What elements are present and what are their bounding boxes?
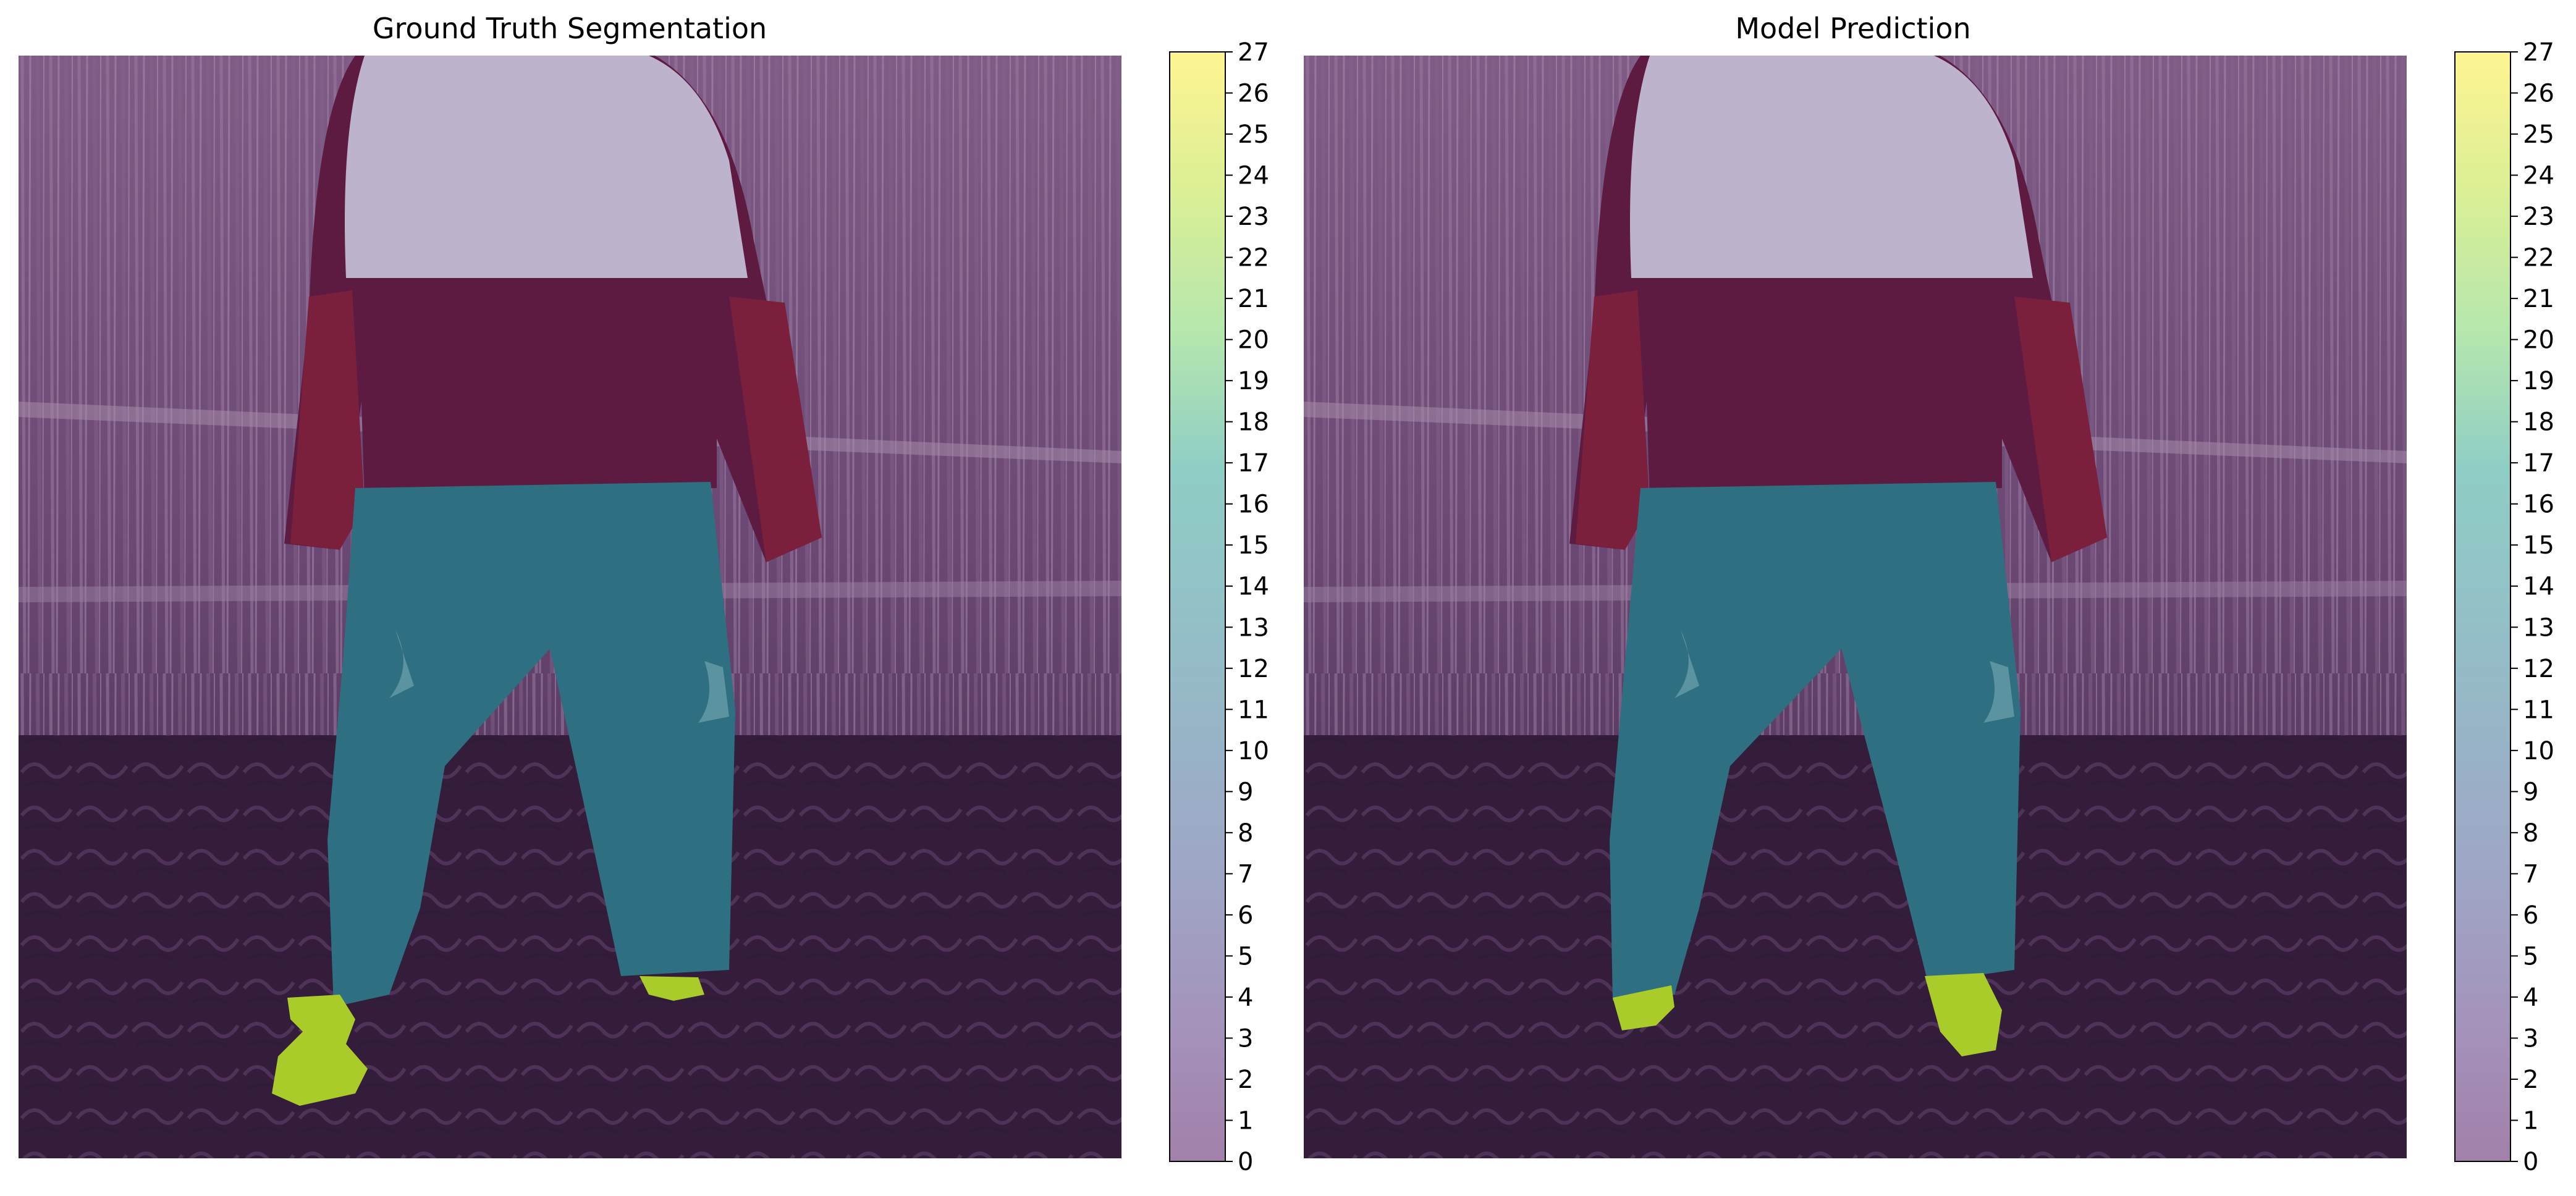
colorbar-tick-label: 8 [2523, 819, 2538, 848]
colorbar-tick-label: 27 [2523, 38, 2554, 67]
colorbar-tick-label: 18 [2523, 408, 2554, 437]
colorbar: 0123456789101112131415161718192021222324… [2454, 38, 2554, 1176]
colorbar-tick-label: 16 [2523, 491, 2554, 519]
colorbar-tick-label: 11 [2523, 696, 2554, 724]
colorbar-ticks: 0123456789101112131415161718192021222324… [2511, 38, 2554, 1176]
person-jeans [1610, 482, 2021, 1001]
colorbar-tick-label: 15 [1238, 531, 1269, 560]
colorbar-tick-label: 1 [2523, 1106, 2538, 1135]
colorbar-tick-label: 25 [1238, 120, 1269, 149]
colorbar-tick-label: 10 [2523, 737, 2554, 765]
colorbar-ticks: 0123456789101112131415161718192021222324… [1225, 38, 1269, 1176]
colorbar-tick-label: 20 [2523, 326, 2554, 355]
colorbar-tick-label: 14 [2523, 573, 2554, 601]
colorbar-tick-label: 7 [2523, 860, 2538, 888]
colorbar-tick-label: 13 [1238, 613, 1269, 642]
colorbar-tick-label: 19 [2523, 367, 2554, 395]
colorbar-tick-label: 0 [1238, 1148, 1253, 1176]
colorbar-tick-label: 7 [1238, 860, 1253, 888]
colorbar-tick-label: 19 [1238, 367, 1269, 395]
colorbar-tick-label: 2 [2523, 1066, 2538, 1094]
colorbar-tick-label: 14 [1238, 573, 1269, 601]
colorbar-tick-label: 2 [1238, 1066, 1253, 1094]
colorbar-tick-label: 11 [1238, 696, 1269, 724]
ground-truth-panel: Ground Truth Segmentation 0 12 3 4 5 6 7 8 9 10 1 [19, 12, 1269, 1176]
colorbar-tick-label: 6 [2523, 901, 2538, 930]
colorbar-tick-label: 17 [2523, 449, 2554, 478]
colorbar-tick-label: 13 [2523, 613, 2554, 642]
shoe-segment [1925, 973, 2002, 1056]
colorbar-tick-label: 26 [2523, 80, 2554, 108]
colorbar-tick-label: 0 [2523, 1148, 2538, 1176]
shoe-segment [272, 995, 368, 1106]
colorbar-tick-label: 24 [1238, 162, 1269, 190]
colorbar-tick-label: 18 [1238, 408, 1269, 437]
colorbar-gradient [2455, 52, 2511, 1161]
colorbar-tick-label: 1 [1238, 1106, 1253, 1135]
colorbar-tick-label: 12 [2523, 655, 2554, 683]
colorbar-tick-label: 22 [1238, 244, 1269, 272]
colorbar-tick-label: 21 [2523, 285, 2554, 313]
panel-title: Model Prediction [1735, 12, 1970, 45]
colorbar-tick-label: 23 [2523, 203, 2554, 231]
shoe-segment [1613, 985, 1674, 1030]
colorbar-gradient [1170, 52, 1225, 1161]
colorbar-tick-label: 16 [1238, 491, 1269, 519]
colorbar-tick-label: 8 [1238, 819, 1253, 848]
colorbar-tick-label: 6 [1238, 901, 1253, 930]
colorbar-tick-label: 10 [1238, 737, 1269, 765]
colorbar-tick-label: 12 [1238, 655, 1269, 683]
colorbar-tick-label: 15 [2523, 531, 2554, 560]
panel-title: Ground Truth Segmentation [373, 12, 767, 45]
colorbar-tick-label: 5 [2523, 942, 2538, 971]
colorbar-tick-label: 27 [1238, 38, 1269, 67]
shoe-segment [640, 976, 704, 1001]
colorbar-tick-label: 3 [2523, 1024, 2538, 1053]
colorbar-tick-label: 4 [1238, 983, 1253, 1012]
colorbar-tick-label: 21 [1238, 285, 1269, 313]
colorbar-tick-label: 20 [1238, 326, 1269, 355]
colorbar-tick-label: 26 [1238, 80, 1269, 108]
colorbar-tick-label: 5 [1238, 942, 1253, 971]
person-jeans [327, 482, 735, 1007]
colorbar-tick-label: 24 [2523, 162, 2554, 190]
colorbar-tick-label: 4 [2523, 983, 2538, 1012]
colorbar-tick-label: 3 [1238, 1024, 1253, 1053]
colorbar-tick-label: 9 [2523, 778, 2538, 806]
colorbar-tick-label: 22 [2523, 244, 2554, 272]
segmentation-image [19, 56, 1121, 1158]
colorbar: 0123456789101112131415161718192021222324… [1169, 38, 1269, 1176]
colorbar-tick-label: 23 [1238, 203, 1269, 231]
colorbar-tick-label: 17 [1238, 449, 1269, 478]
colorbar-tick-label: 9 [1238, 778, 1253, 806]
colorbar-tick-label: 25 [2523, 120, 2554, 149]
segmentation-image [1304, 56, 2407, 1158]
